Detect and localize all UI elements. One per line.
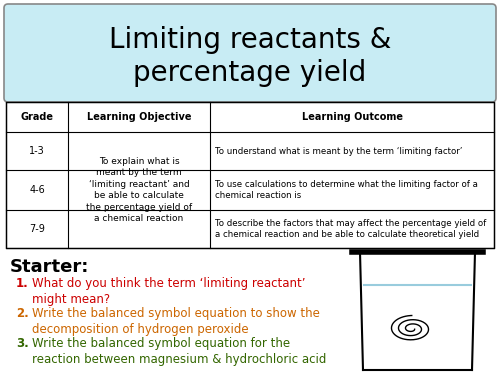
FancyBboxPatch shape [4, 4, 496, 102]
Text: 3.: 3. [16, 337, 29, 350]
Text: To use calculations to determine what the limiting factor of a
chemical reaction: To use calculations to determine what th… [215, 180, 478, 200]
Text: What do you think the term ‘limiting reactant’
might mean?: What do you think the term ‘limiting rea… [32, 277, 305, 306]
Text: 4-6: 4-6 [29, 185, 45, 195]
Text: Limiting reactants &: Limiting reactants & [109, 26, 391, 54]
Bar [6, 102, 494, 248]
Text: To explain what is
meant by the term
‘limiting reactant’ and
be able to calculat: To explain what is meant by the term ‘li… [86, 157, 192, 223]
Text: Starter:: Starter: [10, 258, 90, 276]
Text: To understand what is meant by the term ‘limiting factor’: To understand what is meant by the term … [215, 147, 462, 156]
Text: percentage yield: percentage yield [134, 59, 366, 87]
Text: 1-3: 1-3 [29, 146, 45, 156]
Text: To describe the factors that may affect the percentage yield of
a chemical react: To describe the factors that may affect … [215, 219, 486, 239]
Text: Learning Objective: Learning Objective [87, 112, 191, 122]
Text: Write the balanced symbol equation to show the
decomposition of hydrogen peroxid: Write the balanced symbol equation to sh… [32, 307, 320, 336]
Text: Learning Outcome: Learning Outcome [302, 112, 402, 122]
Text: 2.: 2. [16, 307, 29, 320]
Text: Grade: Grade [20, 112, 54, 122]
Text: 7-9: 7-9 [29, 224, 45, 234]
Text: 1.: 1. [16, 277, 29, 290]
Text: Write the balanced symbol equation for the
reaction between magnesium & hydrochl: Write the balanced symbol equation for t… [32, 337, 326, 366]
